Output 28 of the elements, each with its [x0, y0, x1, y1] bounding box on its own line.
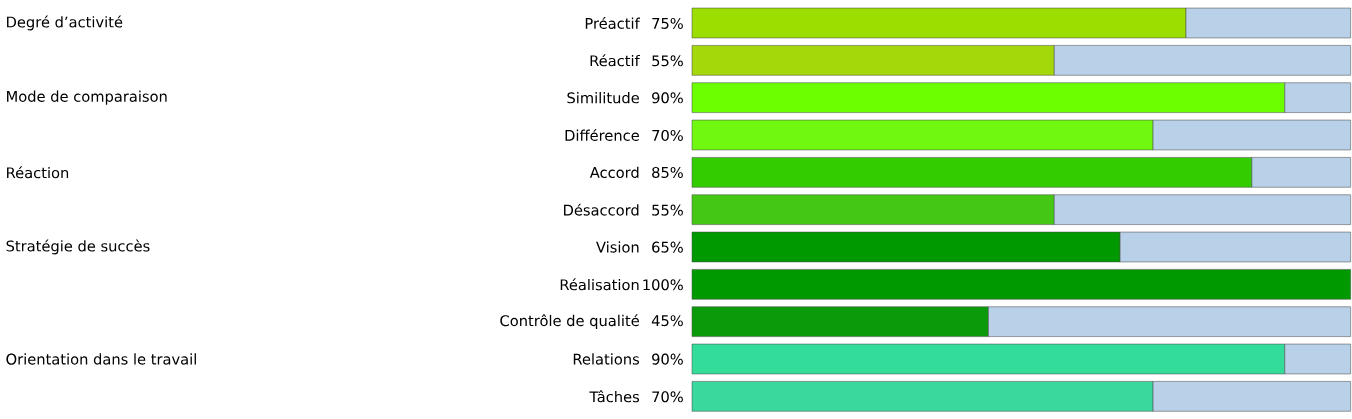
text: Orientation dans le travail — [6, 353, 196, 365]
data-label: 85% — [652, 166, 683, 179]
data-label: 65% — [652, 241, 683, 253]
data-label: 55% — [652, 204, 683, 216]
data-label: 90% — [652, 92, 683, 104]
y-tick-label: Relations — [573, 353, 640, 365]
data-label: 75% — [652, 17, 683, 29]
y-tick-label: Accord — [589, 166, 639, 179]
text: Réaction — [7, 166, 69, 179]
y-tick-label: Réactif — [590, 54, 641, 67]
data-label: 55% — [652, 55, 683, 67]
text: Stratégie de succès — [6, 239, 150, 255]
y-tick-label: Réalisation — [560, 278, 639, 291]
data-label: 100% — [643, 279, 683, 291]
data-label: 45% — [651, 315, 683, 327]
y-tick-label: Désaccord — [564, 203, 639, 216]
text: Mode de comparaison — [7, 90, 167, 105]
y-tick-label: Contrôle de qualité — [500, 314, 639, 330]
y-tick-label: Différence — [565, 129, 639, 141]
y-tick-label: Vision — [596, 241, 639, 253]
data-label: 70% — [652, 391, 683, 403]
text: Degré d’activité — [7, 15, 123, 31]
bar — [691, 269, 1351, 300]
data-label: 90% — [652, 353, 683, 365]
y-tick-label: Similitude — [567, 92, 639, 104]
y-tick-label: Tâches — [589, 390, 640, 403]
data-label: 70% — [652, 129, 683, 141]
y-tick-label: Préactif — [585, 17, 641, 29]
